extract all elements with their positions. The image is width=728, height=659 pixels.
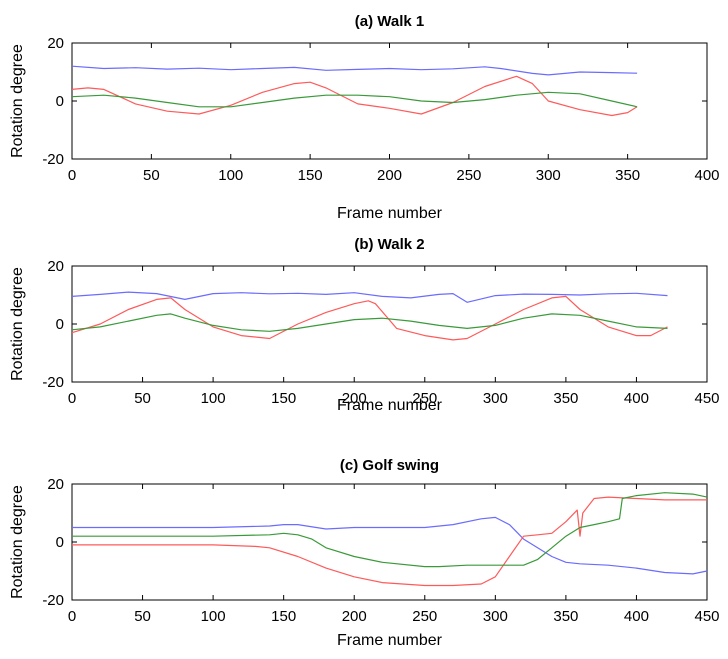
series-line-2 (71, 75, 638, 117)
x-tick-label: 450 (694, 390, 719, 407)
x-tick-label: 250 (456, 167, 481, 184)
x-tick-label: 200 (377, 167, 402, 184)
y-axis-label: Rotation degree (9, 44, 26, 158)
x-tick-label: 100 (201, 390, 226, 407)
series-line-2 (72, 496, 707, 587)
plot-frame (71, 265, 708, 383)
x-tick-label: 100 (218, 167, 243, 184)
x-tick-label: 450 (694, 608, 719, 625)
series-line-3 (72, 492, 708, 568)
x-tick-label: 300 (483, 390, 508, 407)
x-tick-label: 200 (342, 608, 367, 625)
series-line-2 (71, 295, 668, 341)
chart-title: (b) Walk 2 (354, 236, 424, 253)
x-tick-label: 150 (298, 167, 323, 184)
y-tick-label: -20 (42, 592, 64, 609)
chart-title: (c) Golf swing (340, 457, 439, 474)
y-axis-label: Rotation degree (9, 267, 26, 381)
x-tick-label: 300 (483, 608, 508, 625)
x-tick-label: 150 (271, 390, 296, 407)
x-tick-label: 100 (201, 608, 226, 625)
y-tick-label: 20 (47, 35, 64, 52)
y-tick-label: 20 (47, 476, 64, 493)
y-tick-label: 20 (47, 258, 64, 275)
x-tick-label: 0 (68, 167, 76, 184)
x-tick-label: 400 (624, 390, 649, 407)
x-axis-label: Frame number (337, 397, 443, 414)
x-tick-label: 250 (412, 390, 437, 407)
x-tick-label: 400 (694, 167, 719, 184)
x-tick-label: 350 (615, 167, 640, 184)
chart-title: (a) Walk 1 (355, 13, 424, 30)
series-line-3 (71, 313, 668, 332)
chart-panel-1: (a) Walk 10 50 100 150 200 250 300 350 400-20020… (9, 13, 720, 222)
series-line-1 (71, 65, 638, 76)
x-tick-label: 350 (553, 390, 578, 407)
x-tick-label: 0 (68, 390, 76, 407)
x-tick-label: 50 (134, 390, 151, 407)
x-tick-label: 0 (68, 608, 76, 625)
x-tick-label: 300 (536, 167, 561, 184)
x-tick-label: 350 (553, 608, 578, 625)
x-axis-label: Frame number (337, 205, 443, 222)
series-line-3 (71, 91, 638, 108)
x-tick-label: 400 (624, 608, 649, 625)
y-tick-label: -20 (42, 374, 64, 391)
y-tick-label: 0 (56, 93, 64, 110)
y-tick-label: 0 (56, 316, 64, 333)
x-axis-label: Frame number (337, 632, 443, 649)
y-axis-label: Rotation degree (9, 485, 26, 599)
series-line-1 (71, 291, 668, 303)
x-tick-label: 250 (412, 608, 437, 625)
y-tick-label: -20 (42, 151, 64, 168)
x-tick-label: 150 (271, 608, 296, 625)
series-line-1 (72, 516, 708, 575)
chart-panel-2: (b) Walk 20 50 100 150 200 250 300 350 400 450-20… (9, 236, 720, 414)
y-tick-label: 0 (56, 534, 64, 551)
x-tick-label: 200 (342, 390, 367, 407)
x-tick-label: 50 (134, 608, 151, 625)
x-tick-label: 50 (143, 167, 160, 184)
